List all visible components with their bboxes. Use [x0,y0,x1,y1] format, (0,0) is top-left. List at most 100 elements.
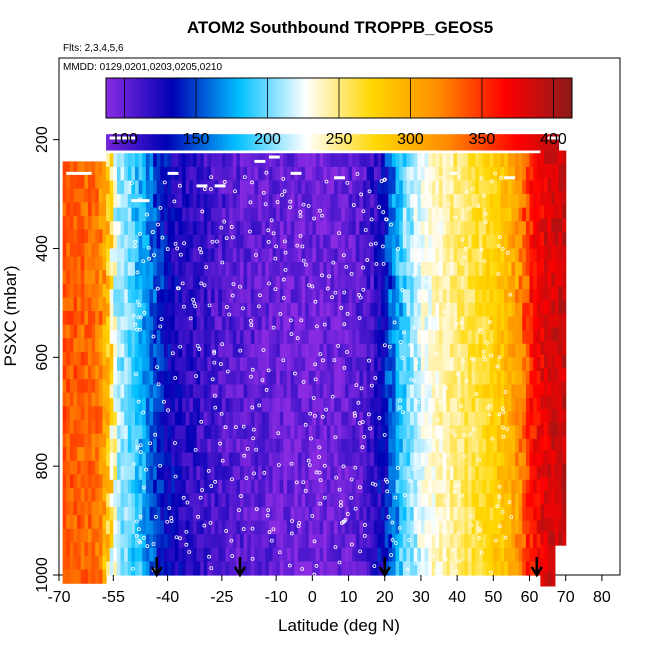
heatmap-cell [413,452,418,467]
heatmap-cell [373,180,379,195]
heatmap-cell [163,370,169,386]
heatmap-cell [113,466,118,481]
heatmap-cell [428,194,433,209]
heatmap-cell [80,515,85,530]
heatmap-cell [203,411,208,426]
heatmap-cell [486,234,491,250]
heatmap-cell [279,438,284,454]
heatmap-cell [229,302,234,318]
heatmap-cell [370,153,375,168]
observation-point [452,489,457,494]
heatmap-cell [250,520,256,535]
observation-point [271,527,276,532]
heatmap-cell [518,438,523,454]
heatmap-cell [174,547,180,562]
heatmap-cell [102,501,107,516]
heatmap-cell [127,234,132,250]
heatmap-cell [225,357,230,372]
heatmap-cell [116,370,122,386]
heatmap-cell [482,479,487,494]
heatmap-cell [435,134,440,151]
heatmap-cell [344,153,350,168]
observation-point [417,261,422,266]
heatmap-cell [106,194,111,209]
heatmap-cell [69,215,75,231]
heatmap-cell [348,262,353,277]
heatmap-cell [388,166,393,182]
heatmap-cell [189,384,194,399]
heatmap-cell [413,520,418,535]
heatmap-cell [160,357,165,372]
heatmap-cell [84,229,89,244]
heatmap-cell [475,234,480,250]
heatmap-cell [131,452,136,467]
heatmap-cell [373,343,379,358]
heatmap-cell [258,547,263,562]
heatmap-cell [272,438,277,454]
heatmap-cell [348,343,353,358]
heatmap-cell [272,479,277,494]
heatmap-cell [218,330,223,345]
heatmap-cell [399,506,404,522]
heatmap-cell [95,270,100,285]
observation-point [209,566,214,571]
observation-point [422,279,427,283]
heatmap-cell [189,520,194,535]
heatmap-cell [493,194,498,209]
heatmap-cell [457,302,462,318]
heatmap-cell [515,370,520,386]
heatmap-cell [522,194,527,209]
heatmap-cell [504,221,509,236]
observation-point [313,299,318,304]
observation-point [427,313,432,318]
observation-point [266,240,271,244]
heatmap-cell [471,466,476,481]
heatmap-cell [391,493,397,508]
heatmap-cell [91,270,96,285]
heatmap-cell [268,289,274,304]
heatmap-cell [297,234,303,250]
heatmap-cell [406,411,411,426]
heatmap-cell [428,425,433,440]
observation-point [175,246,180,251]
heatmap-cell [106,398,111,413]
heatmap-cell [467,343,473,358]
heatmap-cell [341,302,346,318]
heatmap-cell [127,479,132,494]
heatmap-cell [294,357,299,372]
heatmap-cell [69,297,75,312]
heatmap-cell [355,343,361,358]
observation-point [354,383,359,387]
observation-point [273,287,278,292]
heatmap-cell [142,180,147,195]
heatmap-cell [69,542,75,557]
heatmap-cell [239,561,245,576]
heatmap-cell [533,547,538,562]
heatmap-cell [218,248,223,263]
heatmap-cell [533,153,538,168]
heatmap-cell [467,547,473,562]
heatmap-cell [486,194,491,209]
heatmap-cell [124,248,129,263]
heatmap-cell [214,134,219,151]
heatmap-cell [511,166,516,182]
heatmap-cell [192,561,198,576]
observation-point [148,441,153,446]
heatmap-cell [547,313,552,328]
heatmap-cell [69,379,75,394]
heatmap-cell [221,153,227,168]
heatmap-cell [337,134,342,151]
heatmap-cell [410,180,415,195]
heatmap-cell [171,438,176,454]
heatmap-cell [77,392,82,407]
heatmap-cell [66,256,71,271]
heatmap-cell [341,234,346,250]
heatmap-cell [373,384,379,399]
heatmap-cell [344,134,350,151]
heatmap-cell [435,438,440,454]
heatmap-cell [98,324,104,339]
heatmap-cell [533,520,538,535]
heatmap-cell [511,302,516,318]
heatmap-cell [507,134,513,151]
heatmap-cell [359,248,364,263]
